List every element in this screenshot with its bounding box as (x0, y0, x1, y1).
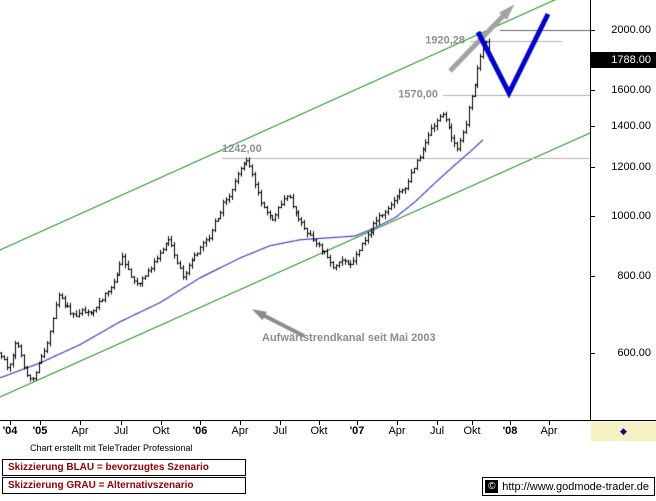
y-axis-label: 1200.00 (611, 161, 651, 174)
y-axis-label: 1000.00 (611, 209, 651, 222)
x-axis-tick (161, 421, 162, 425)
x-axis-label: Apr (388, 425, 406, 437)
x-axis-label: Apr (71, 425, 89, 437)
x-axis-tick (200, 421, 201, 425)
x-axis-label: Apr (540, 425, 558, 437)
x-axis-label: Apr (231, 425, 249, 437)
x-axis-tick (10, 421, 11, 425)
x-axis-label: Jul (113, 425, 129, 437)
legend-blue-scenario: Skizzierung BLAU = bevorzugtes Szenario (2, 459, 246, 476)
scrollbar-diamond-icon[interactable]: ◆ (620, 426, 627, 436)
x-axis-tick (40, 421, 41, 425)
copyright-icon: © (485, 480, 499, 493)
y-axis-tick (591, 30, 595, 31)
legend-gray-scenario: Skizzierung GRAU = Alternativszenario (2, 477, 246, 494)
x-axis-tick (357, 421, 358, 425)
price-axis-line (590, 0, 591, 421)
x-axis-label: Okt (152, 425, 170, 437)
x-axis-tick (472, 421, 473, 425)
x-axis-label: '08 (502, 425, 518, 437)
source-url[interactable]: http://www.godmode-trader.de (502, 480, 649, 493)
y-axis-tick (591, 276, 595, 277)
x-axis: '04 '05 Apr Jul Okt '06 Apr Jul Okt '07 Apr Jul Okt '… (0, 420, 656, 442)
y-axis-tick (591, 167, 595, 168)
y-axis-tick (591, 90, 595, 91)
y-axis-label: 600.00 (617, 347, 651, 359)
x-axis-label: '04 (2, 425, 18, 437)
y-axis-tick (591, 353, 595, 354)
x-axis-label: Jul (429, 425, 445, 437)
x-axis-tick (280, 421, 281, 425)
x-axis-label: '07 (349, 425, 365, 437)
x-axis-tick (240, 421, 241, 425)
x-axis-label: '05 (32, 425, 48, 437)
source-url-box[interactable]: © http://www.godmode-trader.de (482, 477, 655, 496)
last-price-box: 1788.00 (591, 52, 656, 69)
x-axis-label: Okt (463, 425, 481, 437)
y-axis-label: 1600.00 (611, 83, 651, 96)
y-axis-label: 800.00 (617, 269, 651, 282)
y-axis-tick (591, 216, 595, 217)
x-axis-tick (437, 421, 438, 425)
y-axis: 2000.00 1600.00 1400.00 1200.00 1000.00 800.0… (591, 0, 656, 420)
x-axis-tick (397, 421, 398, 425)
x-axis-label: Jul (272, 425, 288, 437)
x-axis-label: '06 (192, 425, 208, 437)
x-axis-tick (121, 421, 122, 425)
y-axis-label: 2000.00 (611, 24, 651, 36)
x-axis-tick (80, 421, 81, 425)
chart-credit-text: Chart erstellt mit TeleTrader Profession… (30, 443, 193, 453)
price-chart-canvas (0, 0, 590, 420)
chart-scrollbar[interactable]: ◆ (591, 422, 656, 441)
x-axis-tick (549, 421, 550, 425)
x-axis-tick (510, 421, 511, 425)
x-axis-label: Okt (310, 425, 328, 437)
x-axis-tick (319, 421, 320, 425)
y-axis-tick (591, 126, 595, 127)
y-axis-label: 1400.00 (611, 119, 651, 132)
